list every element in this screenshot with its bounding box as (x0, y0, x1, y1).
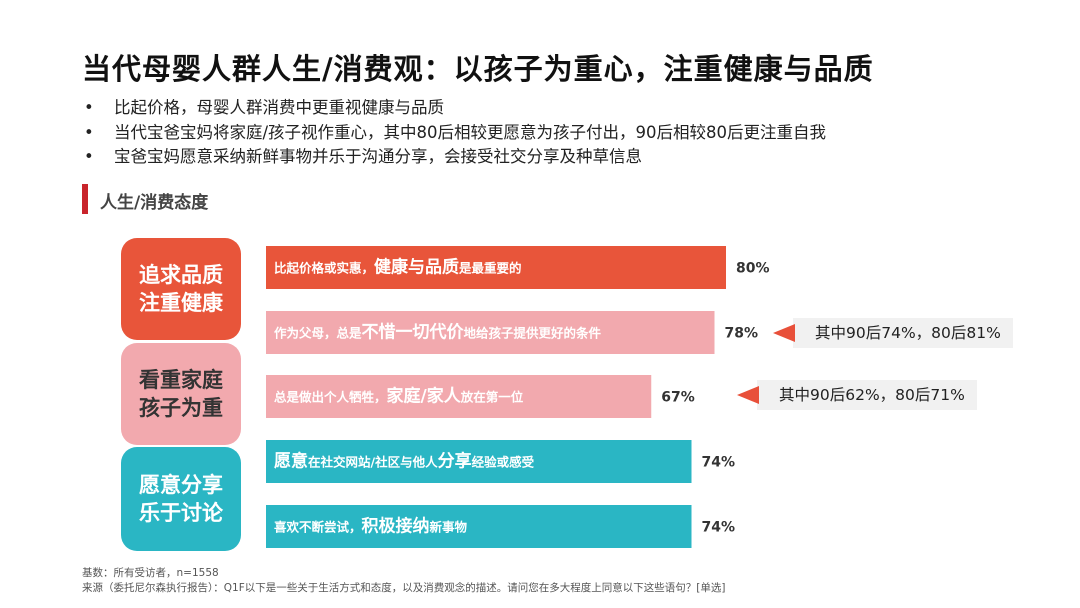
footer-notes: 基数：所有受访者，n=1558 来源（委托尼尔森执行报告）：Q1F以下是一些关于… (82, 566, 725, 596)
bar-value-label: 74% (702, 455, 736, 471)
category-box-quality: 追求品质 注重健康 (121, 238, 241, 340)
bar-label: 比起价格或实惠，健康与品质是最重要的 (274, 257, 522, 278)
callout-age-split: 其中90后74%，80后81% (773, 318, 1013, 348)
callout-arrow-icon (773, 324, 795, 342)
bar-label: 喜欢不断尝试，积极接纳新事物 (274, 516, 468, 537)
bar (266, 311, 715, 354)
bullet-dot-icon: • (84, 98, 94, 117)
bar-label: 愿意在社交网站/社区与他人分享经验或感受 (274, 451, 535, 472)
category-box-family: 看重家庭 孩子为重 (121, 343, 241, 445)
bar (266, 440, 692, 483)
category-box-sharing: 愿意分享 乐于讨论 (121, 447, 241, 551)
callout-age-split: 其中90后62%，80后71% (737, 380, 977, 410)
page-title: 当代母婴人群人生/消费观：以孩子为重心，注重健康与品质 (82, 52, 874, 86)
section-title: 人生/消费态度 (100, 193, 209, 213)
bullet-item: • 比起价格，母婴人群消费中更重视健康与品质 (82, 96, 826, 121)
bar-label: 作为父母，总是不惜一切代价地给孩子提供更好的条件 (274, 322, 602, 343)
section-accent-bar (82, 184, 88, 214)
bullet-item: • 当代宝爸宝妈将家庭/孩子视作重心，其中80后相较更愿意为孩子付出，90后相较8… (82, 121, 826, 146)
bar-value-label: 78% (725, 326, 759, 342)
footer-base: 基数：所有受访者，n=1558 (82, 567, 219, 579)
bullet-dot-icon: • (84, 122, 94, 142)
bar (266, 505, 692, 548)
bar-value-label: 74% (702, 520, 736, 536)
callout-arrow-icon (737, 386, 759, 404)
bar (266, 246, 726, 289)
bar-value-label: 67% (661, 390, 695, 406)
bullet-item: • 宝爸宝妈愿意采纳新鲜事物并乐于沟通分享，会接受社交分享及种草信息 (82, 145, 826, 170)
summary-bullets: • 比起价格，母婴人群消费中更重视健康与品质 • 当代宝爸宝妈将家庭/孩子视作重心，… (82, 96, 826, 170)
bullet-dot-icon: • (84, 147, 94, 166)
bar (266, 375, 652, 418)
bar-label: 总是做出个人牺牲，家庭/家人放在第一位 (274, 386, 524, 407)
bar-value-label: 80% (736, 261, 770, 277)
footer-source: 来源（委托尼尔森执行报告）：Q1F以下是一些关于生活方式和态度，以及消费观念的描… (82, 582, 726, 594)
